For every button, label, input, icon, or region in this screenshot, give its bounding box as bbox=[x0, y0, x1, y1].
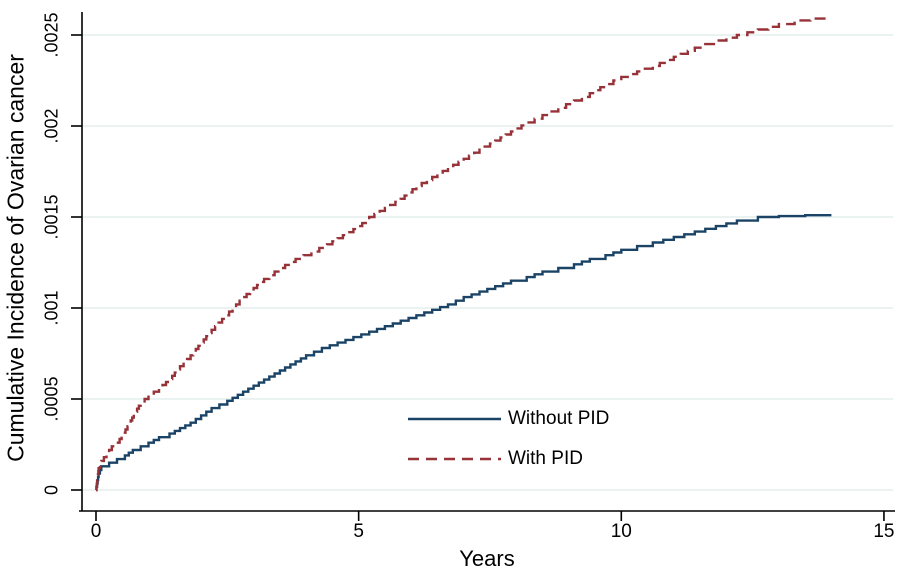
x-tick-label: 15 bbox=[873, 521, 895, 542]
dashed-line-sample-icon bbox=[408, 457, 501, 461]
legend-label-with-pid: With PID bbox=[508, 448, 583, 469]
series-line-with-pid bbox=[95, 17, 832, 492]
y-tick-label: .0015 bbox=[41, 194, 62, 240]
series-line-without-pid bbox=[95, 214, 832, 492]
y-tick-label: .001 bbox=[41, 290, 62, 326]
solid-line-sample-icon bbox=[408, 417, 501, 421]
y-tick-label: .0005 bbox=[41, 376, 62, 422]
y-axis-title: Cumulative Incidence of Ovarian cancer bbox=[2, 54, 29, 462]
legend: Without PID With PID bbox=[408, 399, 609, 479]
legend-item-with-pid: With PID bbox=[408, 439, 609, 479]
legend-label-without-pid: Without PID bbox=[508, 408, 610, 429]
legend-item-without-pid: Without PID bbox=[408, 399, 609, 439]
x-tick-label: 5 bbox=[353, 521, 364, 542]
x-tick-label: 10 bbox=[610, 521, 632, 542]
y-tick-label: .002 bbox=[41, 108, 62, 144]
x-axis-title: Years bbox=[459, 546, 515, 571]
y-tick-label: 0 bbox=[41, 484, 62, 496]
y-tick-label: .0025 bbox=[41, 12, 62, 58]
x-tick-label: 0 bbox=[90, 521, 102, 542]
